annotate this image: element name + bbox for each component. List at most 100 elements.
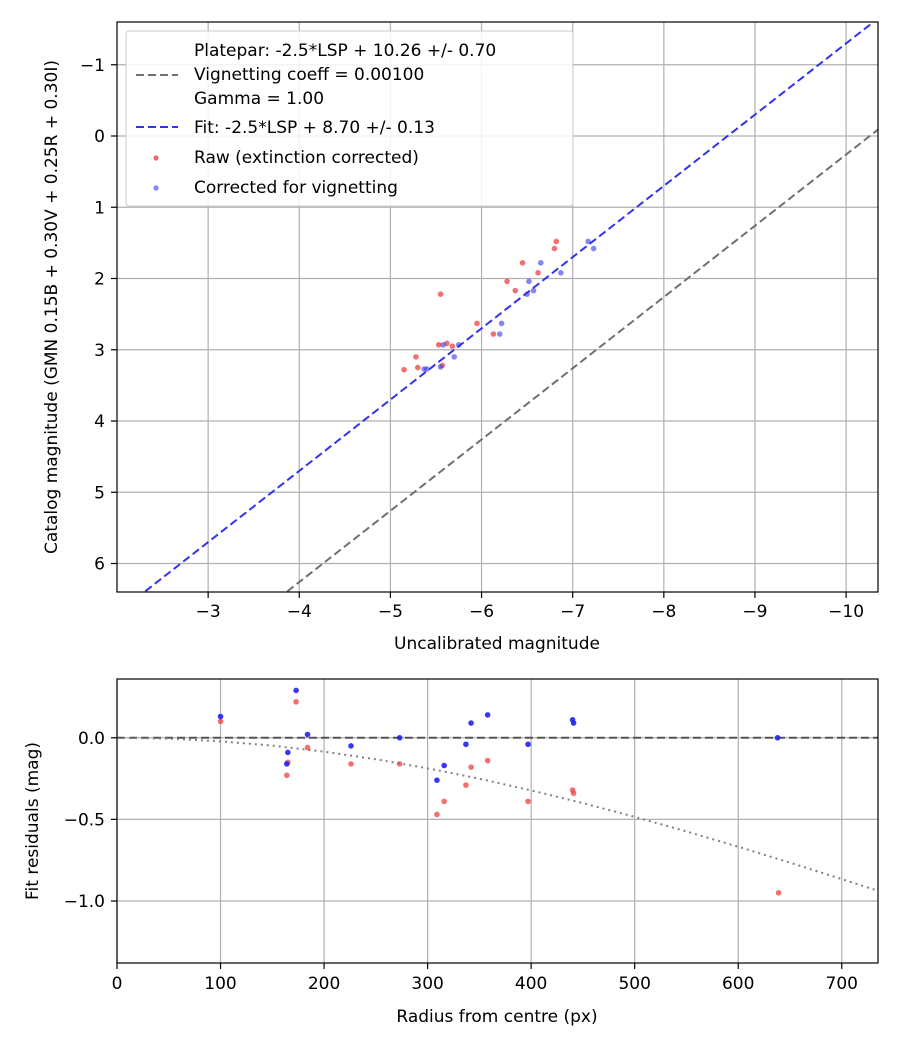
raw-residual-point: [441, 798, 447, 805]
raw-point: [512, 287, 519, 294]
raw-point: [414, 364, 421, 371]
bottom-x-tick-label: 200: [308, 974, 340, 994]
top-y-tick-label: 2: [94, 270, 105, 290]
corrected-residual-point: [463, 741, 469, 748]
legend-frame: [125, 30, 574, 207]
raw-point: [435, 341, 442, 348]
corrected-residual-point: [484, 712, 491, 718]
bottom-x-tick-label: 500: [618, 974, 650, 994]
raw-point: [449, 343, 456, 349]
corrected-point: [530, 287, 537, 294]
legend-fit-label: Fit: -2.5*LSP + 8.70 +/- 0.13: [194, 118, 435, 138]
corrected-point: [498, 320, 505, 327]
top-y-tick-label: 3: [94, 341, 105, 361]
raw-point: [401, 366, 407, 373]
top-x-tick-label: −6: [469, 602, 494, 622]
corrected-residual-point: [304, 731, 311, 738]
corrected-point: [558, 270, 564, 276]
bottom-x-tick-label: 600: [722, 974, 754, 994]
corrected-residual-point: [434, 777, 440, 783]
raw-residual-point: [525, 798, 531, 805]
corrected-residual-point: [293, 687, 299, 694]
bottom-x-tick-label: 100: [204, 974, 236, 994]
corrected-residual-point: [570, 720, 577, 726]
raw-residual-point: [468, 764, 474, 770]
top-x-tick-label: −9: [742, 602, 767, 622]
legend-platepar-line2: Vignetting coeff = 0.00100: [194, 65, 424, 85]
top-x-tick-label: −8: [651, 602, 676, 622]
legend-raw-label: Raw (extinction corrected): [194, 148, 419, 168]
corrected-point: [585, 238, 591, 245]
legend: Platepar: -2.5*LSP + 10.26 +/- 0.70 Vign…: [125, 30, 574, 207]
bottom-x-tick-label: 300: [411, 974, 443, 994]
corrected-residual-point: [217, 713, 224, 720]
corrected-point: [590, 245, 597, 252]
top-y-tick-label: 5: [94, 483, 105, 503]
corrected-point: [451, 354, 458, 360]
raw-residual-point: [434, 811, 440, 818]
top-y-tick-label: −1: [80, 56, 105, 76]
bottom-x-tick-label: 0: [112, 974, 123, 994]
platepar-line: [284, 128, 878, 592]
top-y-tick-label: 0: [94, 127, 105, 147]
raw-residual-point: [775, 890, 782, 896]
top-y-ticks: −1 0 1 2 3 4 5 6: [80, 56, 117, 575]
bottom-x-tick-label: 700: [826, 974, 858, 994]
raw-point: [437, 291, 444, 297]
bottom-axes-frame: [116, 678, 879, 964]
raw-residual-point: [396, 761, 403, 767]
bottom-y-tick-label: −0.5: [64, 810, 105, 830]
raw-point: [490, 331, 497, 337]
raw-point: [504, 278, 510, 285]
corrected-residual-point: [774, 734, 781, 741]
corrected-residual-point: [441, 762, 447, 769]
bottom-gridlines: [116, 679, 878, 963]
raw-residual-point: [293, 699, 299, 705]
top-y-tick-label: 1: [94, 198, 105, 218]
top-fit-lines: [142, 22, 878, 592]
corrected-residual-point: [396, 734, 403, 741]
corrected-residual-point: [348, 743, 354, 749]
raw-point: [535, 270, 541, 276]
top-x-tick-label: −4: [287, 602, 312, 622]
raw-residual-point: [217, 718, 224, 725]
bottom-y-tick-label: −1.0: [64, 892, 105, 912]
vignetting-curve: [117, 736, 878, 892]
legend-platepar-line3: Gamma = 1.00: [194, 89, 324, 109]
raw-residual-point: [463, 782, 469, 788]
top-x-tick-label: −10: [828, 602, 864, 622]
corrected-residual-point: [284, 761, 290, 767]
top-x-tick-label: −7: [560, 602, 585, 622]
corrected-point: [524, 291, 530, 297]
top-x-tick-label: −3: [196, 602, 221, 622]
corrected-residual-point: [525, 741, 531, 748]
bottom-y-axis-label: Fit residuals (mag): [23, 742, 43, 900]
bottom-x-axis-label: Radius from centre (px): [396, 1007, 597, 1027]
raw-point: [551, 245, 558, 252]
corrected-point: [437, 364, 444, 370]
corrected-point: [496, 331, 503, 337]
legend-platepar-line1: Platepar: -2.5*LSP + 10.26 +/- 0.70: [194, 41, 496, 61]
bottom-x-tick-label: 400: [515, 974, 547, 994]
corrected-point: [526, 278, 532, 285]
raw-point: [413, 354, 419, 360]
bottom-x-ticks: 0 100 200 300 400 500 600 700: [112, 963, 858, 994]
corrected-point: [455, 341, 462, 348]
raw-residual-point: [304, 744, 311, 751]
corrected-point: [440, 341, 447, 348]
raw-residual-point: [484, 757, 491, 764]
bottom-reference-lines: [117, 736, 878, 892]
raw-residual-point: [348, 761, 354, 767]
fit-line: [142, 22, 876, 592]
top-y-tick-label: 6: [94, 555, 105, 575]
top-x-axis-label: Uncalibrated magnitude: [394, 634, 600, 654]
bottom-y-tick-label: 0.0: [78, 729, 105, 749]
legend-corrected-marker: [153, 185, 159, 191]
top-x-tick-label: −5: [378, 602, 403, 622]
corrected-residual-point: [285, 749, 291, 756]
raw-residual-point: [284, 772, 290, 779]
top-scatter-points: [401, 238, 597, 373]
bottom-plot: 0 100 200 300 400 500 600 700 0.0 −0.5 −1.0 Radiu…: [23, 678, 879, 1027]
